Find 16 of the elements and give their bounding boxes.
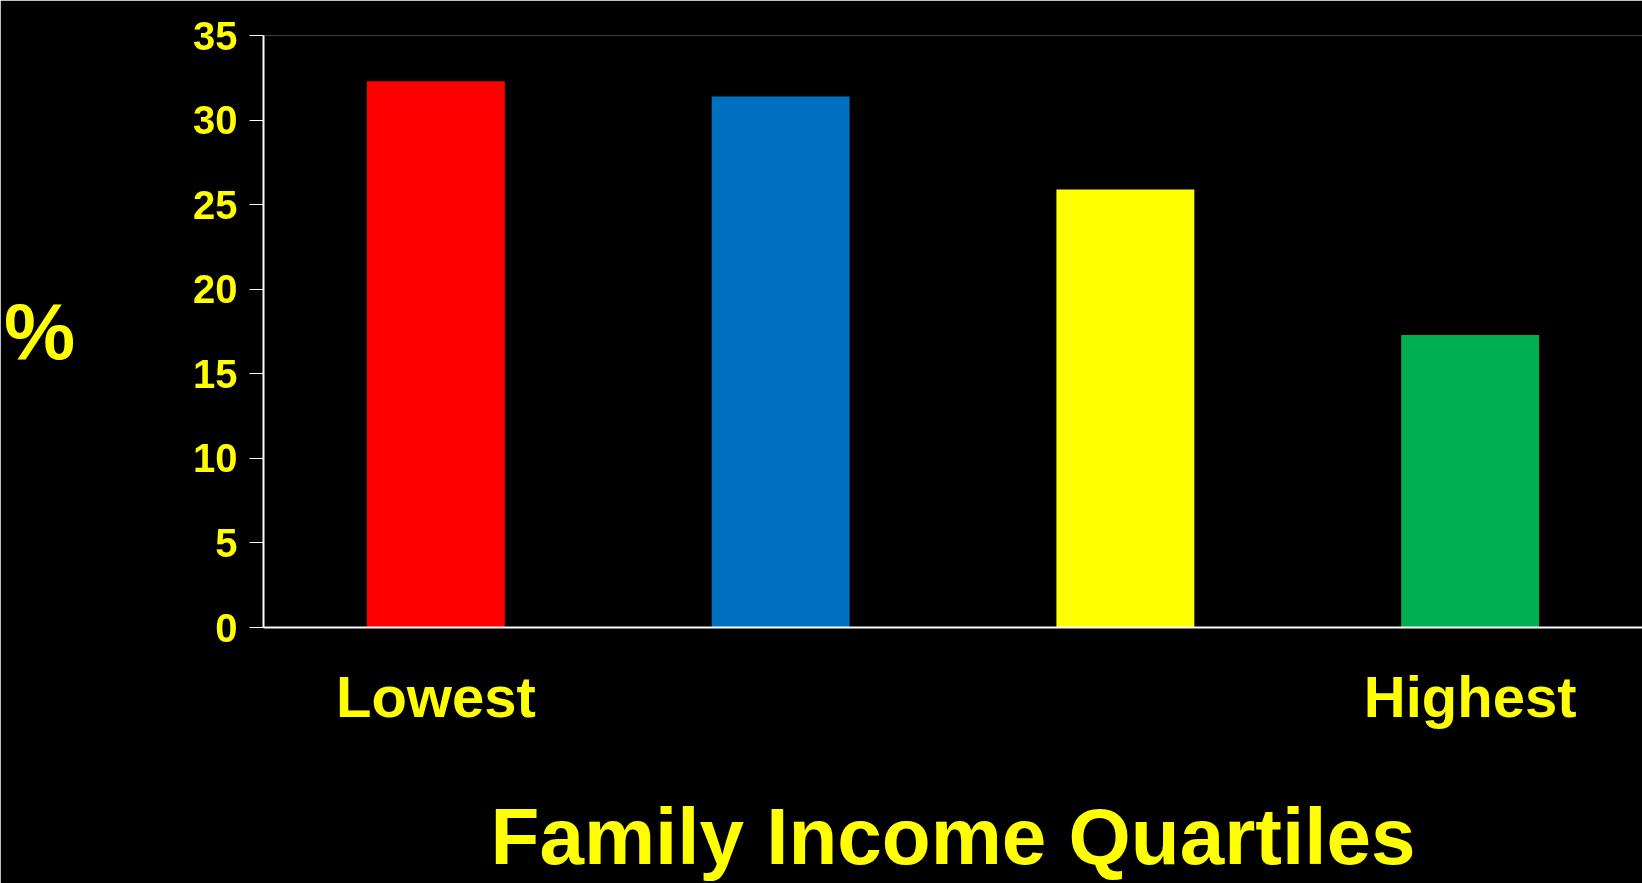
y-tick-label: 20: [193, 267, 238, 312]
bar: [366, 81, 505, 628]
y-tick-label: 25: [193, 182, 238, 227]
y-tick-label: 10: [193, 436, 238, 481]
y-tick-label: 35: [193, 13, 238, 58]
bar: [1056, 189, 1195, 628]
y-tick-label: 15: [193, 351, 238, 396]
y-tick-label: 30: [193, 98, 238, 143]
bar: [711, 96, 850, 628]
x-tick-label: Lowest: [335, 663, 536, 729]
bar: [1401, 334, 1540, 628]
y-tick-label: 0: [215, 605, 238, 650]
x-tick-label: Highest: [1363, 663, 1577, 729]
x-axis-title: Family Income Quartiles: [490, 791, 1416, 881]
y-axis-title: %: [3, 287, 76, 376]
y-tick-label: 5: [215, 520, 238, 565]
